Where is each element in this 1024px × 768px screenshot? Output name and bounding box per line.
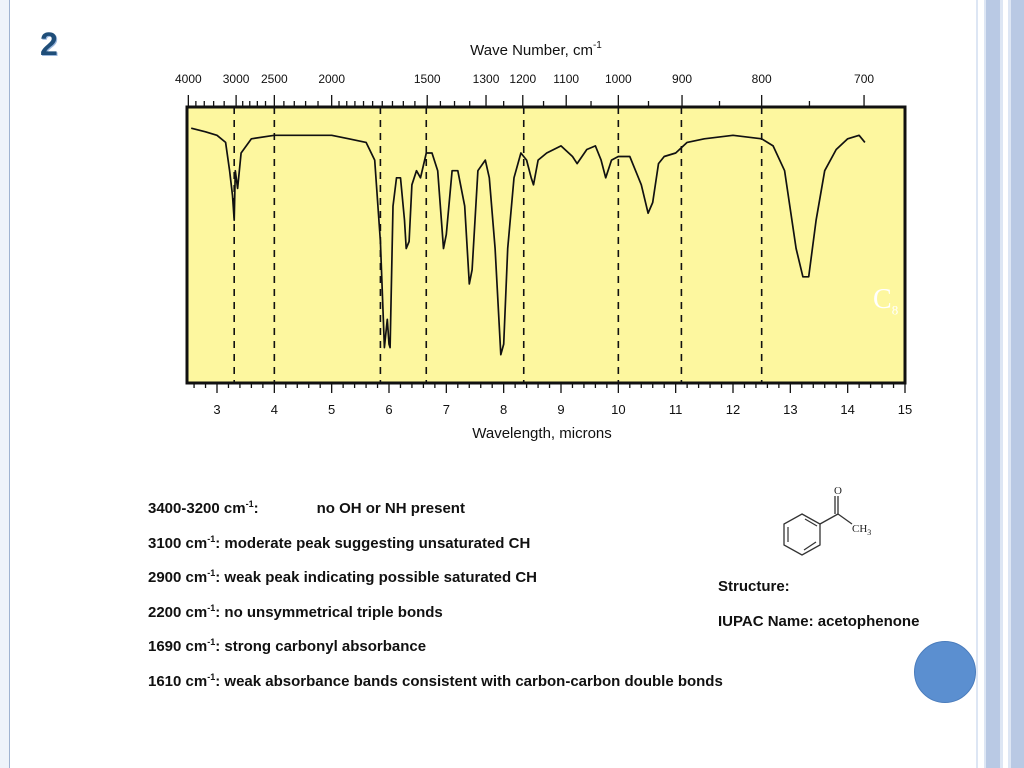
note-wavenumber: 1690 cm: [148, 638, 208, 656]
top-tick-label: 900: [672, 72, 692, 86]
note-line: 1610 cm-1: weak absorbance bands consist…: [148, 671, 723, 708]
bottom-tick-label: 14: [840, 402, 854, 417]
note-unit-exponent: -1: [207, 602, 216, 613]
note-colon: :: [215, 638, 221, 656]
iupac-name: IUPAC Name: acetophenone: [718, 613, 920, 630]
bottom-tick-label: 12: [726, 402, 740, 417]
note-line: 3100 cm-1: moderate peak suggesting unsa…: [148, 533, 723, 570]
ir-spectrum-chart: 3 4 5 6 7 8 9 10 11 12 13 14 15 4000 3000 2500 2000 1500 1…: [175, 40, 912, 442]
top-tick-label: 700: [854, 72, 874, 86]
note-unit-exponent: -1: [207, 568, 216, 579]
note-text: no OH or NH present: [316, 500, 465, 517]
top-tick-label: 1200: [509, 72, 536, 86]
bottom-axis-title: Wavelength, microns: [472, 425, 612, 442]
note-line: 2200 cm-1: no unsymmetrical triple bonds: [148, 602, 723, 639]
note-wavenumber: 3400-3200 cm: [148, 500, 246, 517]
note-colon: :: [215, 603, 221, 621]
top-tick-label: 1300: [473, 72, 500, 86]
top-tick-label: 800: [752, 72, 772, 86]
acetophenone-structure: O CH3: [783, 485, 871, 556]
structure-label: Structure:: [718, 578, 790, 595]
note-unit-exponent: -1: [207, 671, 216, 682]
oxygen-label: O: [834, 485, 842, 497]
top-tick-label: 2000: [318, 72, 345, 86]
note-wavenumber: 2200 cm: [148, 603, 208, 621]
bottom-tick-label: 8: [500, 402, 507, 417]
bottom-tick-label: 11: [669, 402, 683, 417]
bottom-tick-label: 5: [328, 402, 335, 417]
top-tick-label: 1100: [553, 72, 579, 86]
plot-border: [185, 105, 907, 385]
note-wavenumber: 3100 cm: [148, 534, 208, 552]
top-tick-label: 1000: [605, 72, 632, 86]
decorative-circle: [914, 641, 976, 703]
note-colon: :: [215, 672, 221, 690]
right-frame: [976, 0, 1024, 768]
methyl-label: CH3: [852, 523, 871, 537]
note-text: strong carbonyl absorbance: [220, 638, 427, 656]
top-tick-label: 4000: [175, 72, 202, 86]
overlay-glyph: C8: [873, 284, 899, 318]
bottom-tick-label: 6: [385, 402, 392, 417]
top-tick-label: 2500: [261, 72, 288, 86]
bottom-tick-label: 3: [213, 402, 220, 417]
note-unit-exponent: -1: [245, 499, 254, 509]
top-tick-label: 3000: [223, 72, 250, 86]
bottom-tick-label: 10: [611, 402, 625, 417]
note-line: 1690 cm-1: strong carbonyl absorbance: [148, 638, 723, 673]
note-unit-exponent: -1: [207, 637, 216, 648]
note-unit-exponent: -1: [207, 533, 216, 544]
note-colon: :: [215, 569, 221, 587]
note-text: moderate peak suggesting unsaturated CH: [220, 534, 531, 552]
note-colon: :: [253, 500, 259, 517]
note-text: weak absorbance bands consistent with ca…: [220, 672, 723, 690]
bottom-tick-label: 15: [898, 402, 912, 417]
bottom-tick-label: 4: [271, 402, 278, 417]
note-line: 2900 cm-1: weak peak indicating possible…: [148, 569, 723, 604]
spectrum-trace: [190, 127, 866, 356]
note-wavenumber: 2900 cm: [148, 569, 208, 587]
spectrum-notes: 3400-3200 cm-1: no OH or NH present 3100 c…: [148, 500, 723, 708]
benzene-ring: [783, 513, 821, 556]
top-tick-label: 1500: [414, 72, 441, 86]
plot-area: [187, 107, 905, 383]
note-wavenumber: 1610 cm: [148, 672, 208, 690]
slide-number: 2: [40, 26, 58, 62]
top-axis-title: Wave Number, cm-1: [470, 40, 602, 59]
note-colon: :: [215, 534, 221, 552]
note-line: 3400-3200 cm-1: no OH or NH present: [148, 500, 723, 535]
bottom-tick-label: 7: [443, 402, 450, 417]
bottom-tick-label: 9: [557, 402, 564, 417]
note-text: no unsymmetrical triple bonds: [220, 603, 443, 621]
left-border: [0, 0, 10, 768]
bottom-tick-label: 13: [783, 402, 797, 417]
note-text: weak peak indicating possible saturated …: [220, 569, 537, 587]
